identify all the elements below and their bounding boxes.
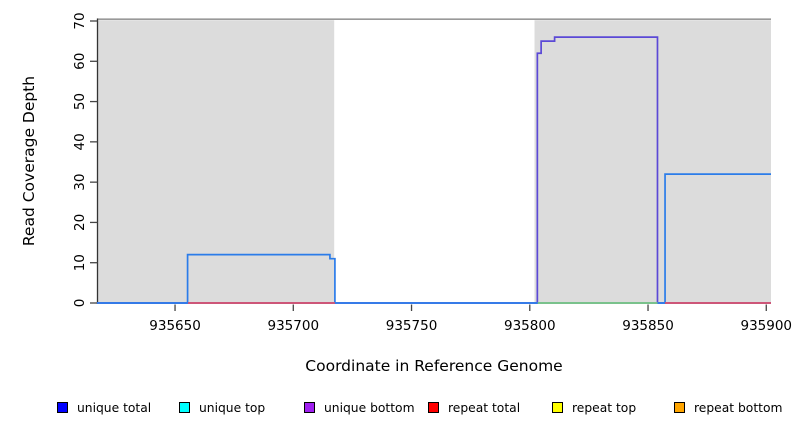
y-tick-label: 40 bbox=[72, 133, 88, 150]
repeat-region-rect bbox=[534, 20, 771, 304]
y-tick-label: 50 bbox=[72, 93, 88, 110]
x-tick-label: 935800 bbox=[504, 318, 556, 334]
axes-layer: 0 10 20 30 40 50 60 70 935650 935700 935750 935800 9… bbox=[72, 12, 792, 334]
x-tick-label: 935650 bbox=[149, 318, 201, 334]
x-axis-title: Coordinate in Reference Genome bbox=[305, 357, 562, 375]
x-tick-label: 935900 bbox=[740, 318, 792, 334]
y-tick-label: 20 bbox=[72, 214, 88, 231]
y-tick-label: 10 bbox=[72, 254, 88, 271]
repeat-region-rect bbox=[97, 20, 335, 304]
series-line-unique-bottom bbox=[97, 36, 771, 304]
y-tick-label: 70 bbox=[72, 12, 88, 29]
x-tick-label: 935750 bbox=[386, 318, 438, 334]
series-line-unique-total bbox=[97, 173, 771, 304]
y-tick-label: 0 bbox=[72, 299, 88, 308]
x-tick-label: 935700 bbox=[268, 318, 320, 334]
repeat-region-layer bbox=[97, 18, 771, 304]
y-axis-title: Read Coverage Depth bbox=[20, 76, 38, 246]
x-tick-label: 935850 bbox=[622, 318, 674, 334]
y-tick-label: 30 bbox=[72, 174, 88, 191]
series-layer bbox=[97, 36, 771, 304]
y-tick-label: 60 bbox=[72, 53, 88, 70]
